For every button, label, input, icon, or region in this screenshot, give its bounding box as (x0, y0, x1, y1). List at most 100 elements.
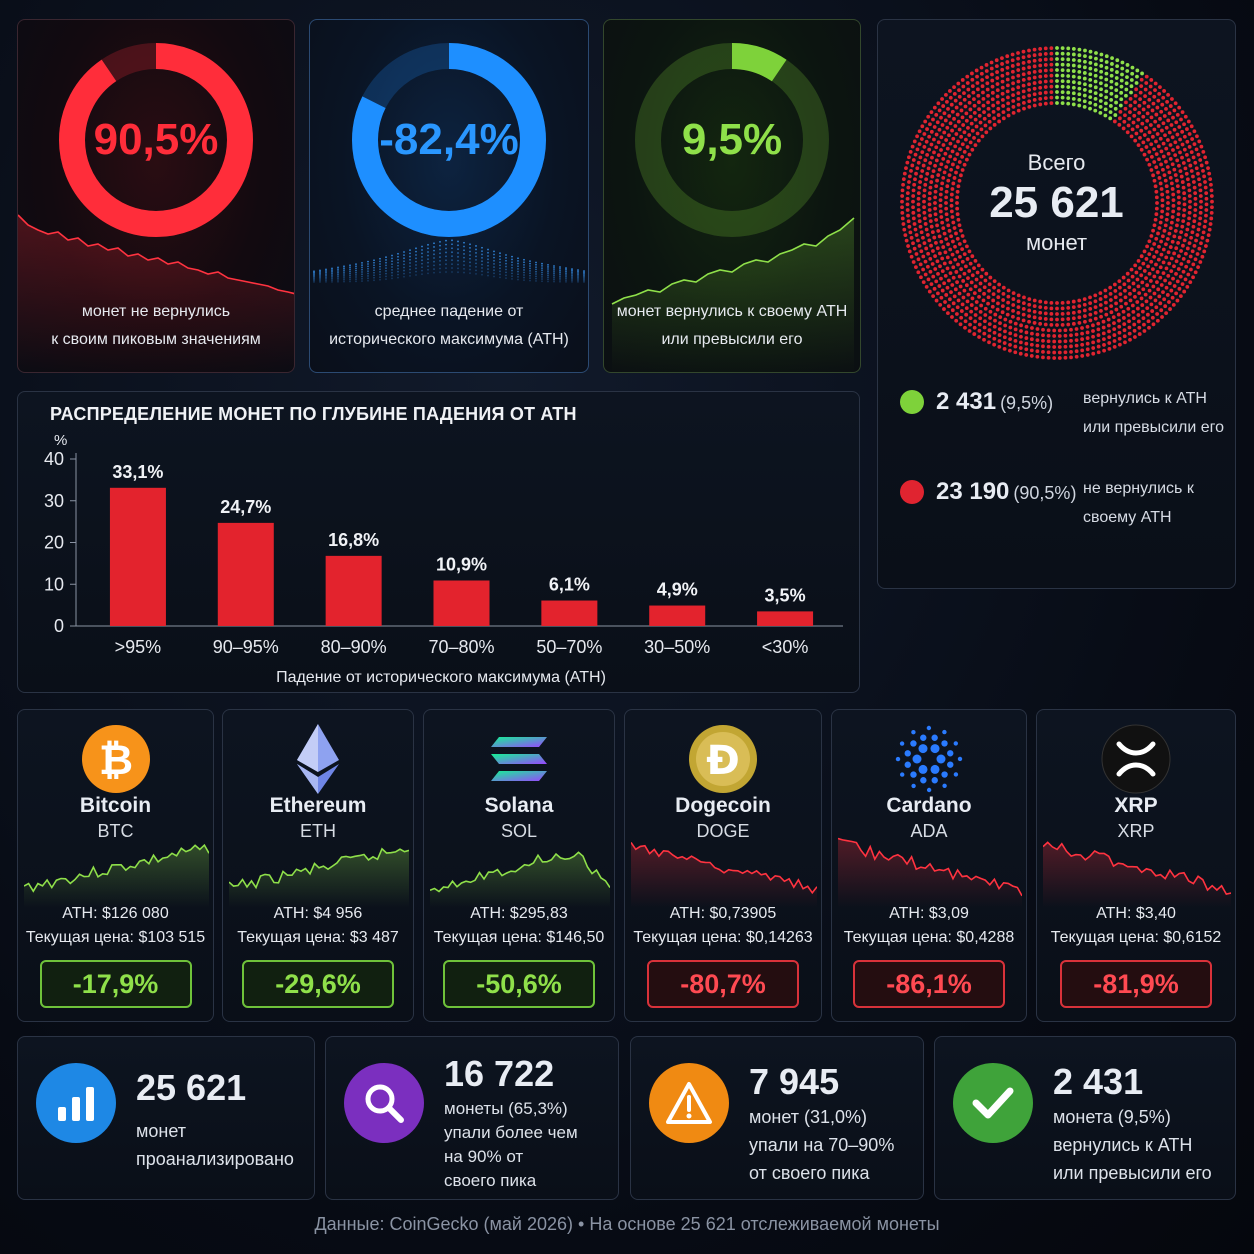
donut-dot (1153, 217, 1158, 222)
donut-dot (1113, 295, 1118, 300)
donut-dot (992, 285, 996, 290)
donut-dot (940, 269, 945, 274)
stat-card-analyzed: 25 621 монет проанализировано (17, 1036, 315, 1200)
donut-dot (1186, 119, 1191, 124)
wave-dot (373, 271, 375, 274)
donut-dot (1149, 259, 1154, 264)
donut-dot (935, 246, 940, 251)
donut-dot (979, 274, 984, 279)
wave-dot (319, 276, 321, 279)
coin-current-price: Текущая цена: $103 515 (25, 929, 206, 946)
donut-dot (911, 210, 916, 215)
donut-dot (1049, 95, 1054, 100)
wave-dot (325, 277, 327, 280)
donut-dot (1208, 222, 1213, 226)
donut-dot (1197, 177, 1201, 182)
donut-dot (1189, 267, 1193, 272)
wave-dot (481, 267, 483, 269)
donut-dot (1145, 306, 1150, 310)
legend-text: вернулись к ATH или превысили его (1083, 390, 1225, 436)
donut-dot (1091, 346, 1096, 350)
donut-dot (1038, 91, 1043, 96)
wave-dot (403, 272, 405, 275)
coin-current-price: Текущая цена: $0,6152 (1050, 929, 1222, 946)
search-icon (344, 1063, 424, 1143)
wave-dot (343, 276, 345, 279)
donut-dot (1003, 317, 1008, 322)
donut-dot (960, 234, 965, 238)
wave-dot (391, 277, 393, 280)
wave-dot (415, 260, 417, 263)
kpi-card-recovered: 9,5% монет вернулись к своему ATH или пр… (603, 19, 861, 373)
donut-dot (1011, 87, 1015, 92)
donut-dot (952, 85, 956, 90)
wave-dot (577, 278, 579, 280)
wave-dot (493, 263, 495, 265)
donut-dot (926, 166, 931, 171)
donut-dot (954, 270, 959, 274)
kpi-trend-line (18, 214, 294, 372)
donut-dot (954, 132, 959, 136)
donut-dot (990, 90, 995, 95)
wave-dot (391, 254, 393, 257)
donut-dot (1121, 126, 1126, 131)
wave-dot (493, 253, 495, 256)
wave-dot (331, 267, 333, 270)
donut-dot (942, 231, 947, 236)
wave-dot (361, 280, 363, 282)
wave-dot (475, 255, 477, 258)
donut-dot (941, 226, 946, 231)
donut-dot (1091, 329, 1095, 333)
donut-dot (949, 203, 954, 208)
donut-dot (1032, 75, 1037, 80)
wave-dot (343, 267, 345, 270)
wave-dot (481, 250, 483, 252)
donut-dot (1128, 291, 1132, 296)
donut-dot (1085, 353, 1090, 357)
donut-dot (1005, 83, 1010, 88)
donut-dot (917, 185, 922, 190)
donut-dot (916, 257, 921, 262)
donut-dot (1180, 224, 1185, 229)
donut-dot (936, 101, 941, 106)
wave-dot (343, 271, 345, 273)
donut-dot (1181, 269, 1186, 274)
ring-arc (635, 43, 829, 237)
wave-dot (463, 271, 465, 274)
wave-dot (517, 262, 519, 265)
wave-dot (421, 269, 423, 272)
donut-dot (1150, 309, 1155, 313)
wave-dot (319, 278, 321, 280)
donut-dot (905, 196, 910, 201)
donut-dot (1134, 81, 1139, 85)
donut-dot (943, 300, 947, 304)
donut-dot (1112, 119, 1117, 124)
donut-dot (923, 158, 928, 163)
donut-dot (993, 312, 998, 317)
warning-icon (649, 1063, 729, 1143)
donut-dot (1175, 132, 1180, 137)
donut-dot (928, 213, 933, 218)
donut-dot (1197, 182, 1202, 187)
wave-dot (451, 247, 453, 250)
donut-dot (1018, 346, 1023, 350)
wave-dot (319, 281, 321, 283)
wave-dot (457, 263, 459, 266)
donut-dot (1011, 308, 1015, 313)
donut-dot (974, 68, 979, 73)
donut-dot (1027, 82, 1031, 87)
donut-dot (953, 98, 958, 103)
wave-dot (415, 257, 417, 260)
donut-dot (947, 228, 952, 233)
donut-dot (955, 112, 960, 117)
donut-dot (1055, 95, 1059, 100)
donut-dot (1199, 241, 1203, 246)
donut-dot (987, 322, 992, 326)
donut-dot (1142, 133, 1147, 137)
donut-dot (938, 203, 943, 208)
donut-dot (1193, 196, 1198, 201)
donut-dot (990, 97, 995, 102)
donut-dot (1146, 264, 1151, 269)
donut-dot (1183, 251, 1188, 256)
donut-dot (1128, 96, 1133, 101)
